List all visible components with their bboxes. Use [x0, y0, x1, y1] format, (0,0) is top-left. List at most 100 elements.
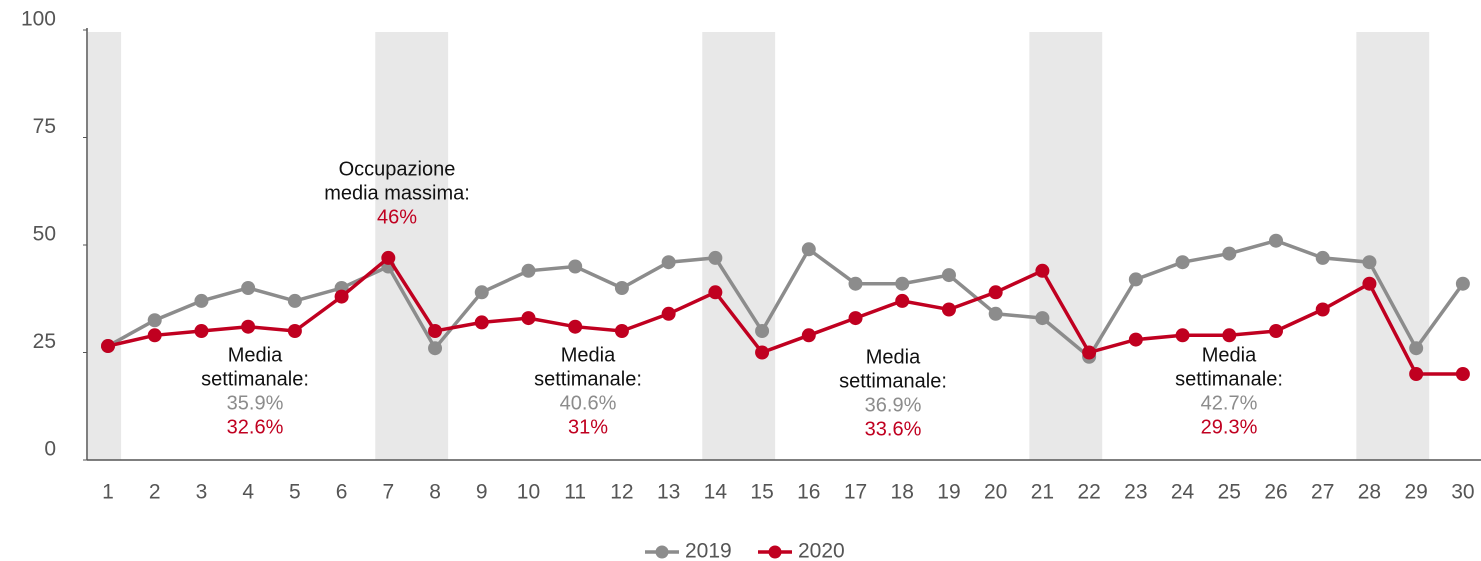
x-tick-label: 26 [1264, 481, 1287, 504]
x-tick-label: 13 [657, 481, 680, 504]
series-line [107, 255, 1463, 376]
x-tick-label: 3 [196, 481, 208, 504]
series-point [661, 306, 676, 321]
x-tick-label: 15 [750, 481, 773, 504]
legend-marker [768, 545, 782, 559]
x-tick-label: 16 [797, 481, 820, 504]
annotation-text: settimanale: [534, 368, 642, 390]
series-point [1455, 367, 1470, 381]
series-point [1128, 272, 1143, 287]
x-tick-label: 2 [149, 481, 161, 504]
series-point [1082, 345, 1097, 360]
annotation-text: Occupazione [339, 158, 456, 180]
weekend-band [1356, 32, 1406, 460]
series-point [1128, 332, 1143, 347]
series-point [241, 319, 256, 334]
annotation-value: 33.6% [865, 418, 922, 440]
annotation-value: 32.6% [227, 416, 284, 438]
x-tick-label: 4 [242, 481, 254, 504]
series-point [661, 255, 676, 270]
series-point [474, 285, 489, 300]
series-point [1222, 246, 1237, 261]
x-tick-label: 11 [564, 481, 586, 504]
annotation-text: Media [1202, 344, 1257, 366]
x-tick-label: 5 [289, 481, 301, 504]
legend-label: 2020 [798, 540, 845, 561]
series-point [1269, 233, 1283, 248]
series-point [1362, 276, 1377, 291]
annotation-text: settimanale: [1175, 368, 1283, 390]
x-tick-label: 27 [1311, 481, 1334, 504]
series-point [614, 324, 629, 338]
annotation-text: settimanale: [201, 368, 309, 390]
series-point [194, 293, 209, 308]
series-point [1455, 276, 1470, 291]
series-point [1175, 255, 1190, 270]
series-point [941, 302, 956, 317]
series-point [194, 324, 209, 338]
series-point [801, 328, 816, 343]
series-point [474, 315, 489, 330]
annotation-text: Media [561, 344, 616, 366]
series-point [614, 281, 629, 295]
x-tick-label: 17 [844, 481, 867, 504]
series-point [708, 285, 723, 300]
series-point [801, 242, 816, 257]
series-point [1175, 328, 1190, 343]
weekend-band [375, 32, 425, 460]
series-point [381, 250, 396, 265]
x-tick-label: 20 [984, 481, 1007, 504]
y-tick-label: 50 [33, 223, 56, 246]
y-tick-label: 25 [33, 330, 56, 353]
series-point [334, 289, 349, 304]
series-point [147, 313, 162, 328]
annotation-text: settimanale: [839, 370, 947, 392]
series-point [1409, 341, 1424, 356]
series-point [848, 311, 863, 326]
x-tick-label: 14 [704, 481, 728, 504]
series-point [1362, 255, 1377, 270]
y-tick-label: 75 [33, 115, 56, 138]
x-tick-label: 18 [891, 481, 914, 504]
series-point [101, 339, 115, 354]
series-point [1035, 263, 1050, 278]
series-point [287, 324, 302, 338]
series-point [147, 328, 162, 343]
series-point [988, 285, 1003, 300]
series-point [568, 259, 583, 274]
series-point [941, 268, 956, 283]
series-point [988, 306, 1003, 321]
series-line [107, 238, 1465, 360]
x-tick-label: 6 [336, 481, 348, 504]
x-tick-label: 8 [429, 481, 441, 504]
series-point [895, 293, 910, 308]
annotation-value: 35.9% [227, 392, 284, 414]
series-point [755, 345, 770, 360]
annotation-text: Media [866, 346, 921, 368]
legend-label: 2019 [685, 540, 732, 561]
y-tick-label: 0 [44, 438, 56, 461]
series-point [521, 263, 536, 278]
x-tick-label: 1 [102, 481, 114, 504]
x-tick-label: 24 [1171, 481, 1195, 504]
x-tick-label: 19 [937, 481, 960, 504]
weekend-band [421, 32, 449, 460]
annotation-value: 46% [377, 206, 417, 228]
x-tick-label: 21 [1031, 481, 1054, 504]
annotation-value: 31% [568, 416, 608, 438]
annotation-value: 29.3% [1201, 416, 1258, 438]
x-tick-label: 7 [382, 481, 394, 504]
weekend-band [1403, 32, 1430, 460]
x-tick-label: 29 [1404, 481, 1427, 504]
x-tick-label: 22 [1077, 481, 1100, 504]
x-tick-label: 25 [1218, 481, 1241, 504]
annotation-text: media massima: [324, 182, 470, 204]
legend-marker [655, 545, 669, 559]
x-tick-label: 9 [476, 481, 488, 504]
weekend-band [702, 32, 752, 460]
series-point [241, 281, 256, 295]
series-point [848, 276, 863, 291]
series-point [1315, 302, 1330, 317]
series-point [708, 250, 723, 265]
